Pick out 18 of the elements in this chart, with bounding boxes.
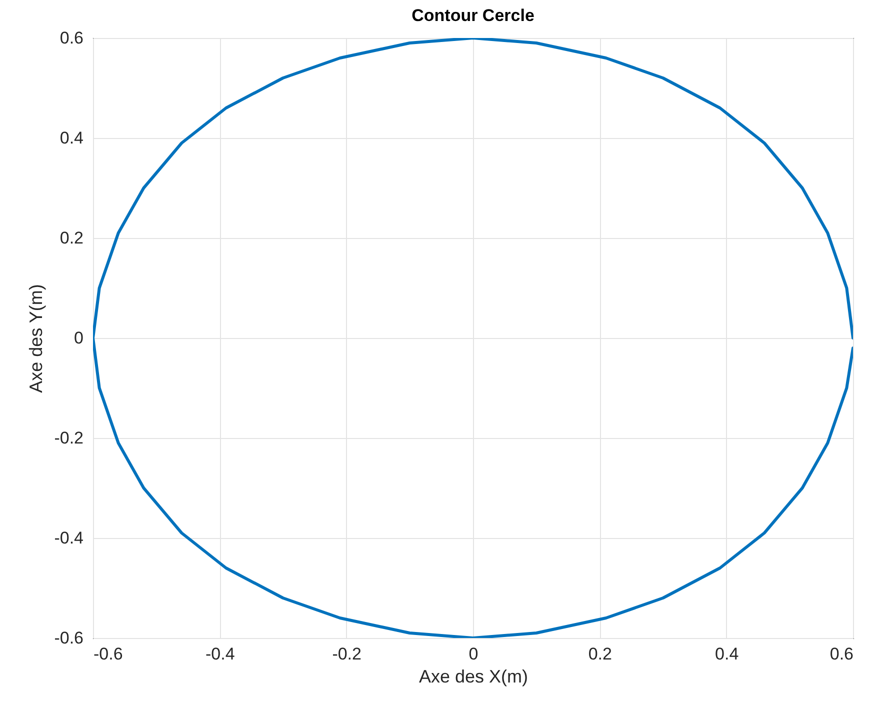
y-tick-label: 0: [74, 328, 84, 348]
x-tick-label: 0.6: [830, 644, 854, 664]
x-tick-label: -0.6: [94, 644, 123, 664]
y-tick-label: 0.4: [60, 128, 84, 148]
line-series: [93, 38, 853, 638]
y-tick-label: -0.6: [54, 628, 84, 648]
x-tick-label: 0.2: [588, 644, 612, 664]
chart-title: Contour Cercle: [412, 6, 534, 25]
x-axis-title: Axe des X(m): [418, 666, 528, 686]
x-tick-label: 0: [468, 644, 478, 664]
y-tick-label: -0.2: [54, 428, 84, 448]
x-tick-label: 0.4: [715, 644, 739, 664]
y-tick-label: 0.6: [60, 28, 84, 48]
x-tick-label: -0.2: [332, 644, 362, 664]
x-tick-label: -0.4: [206, 644, 235, 664]
y-tick-label: -0.4: [54, 528, 84, 548]
y-axis-title: Axe des Y(m): [26, 284, 46, 393]
y-tick-label: 0.2: [60, 228, 84, 248]
